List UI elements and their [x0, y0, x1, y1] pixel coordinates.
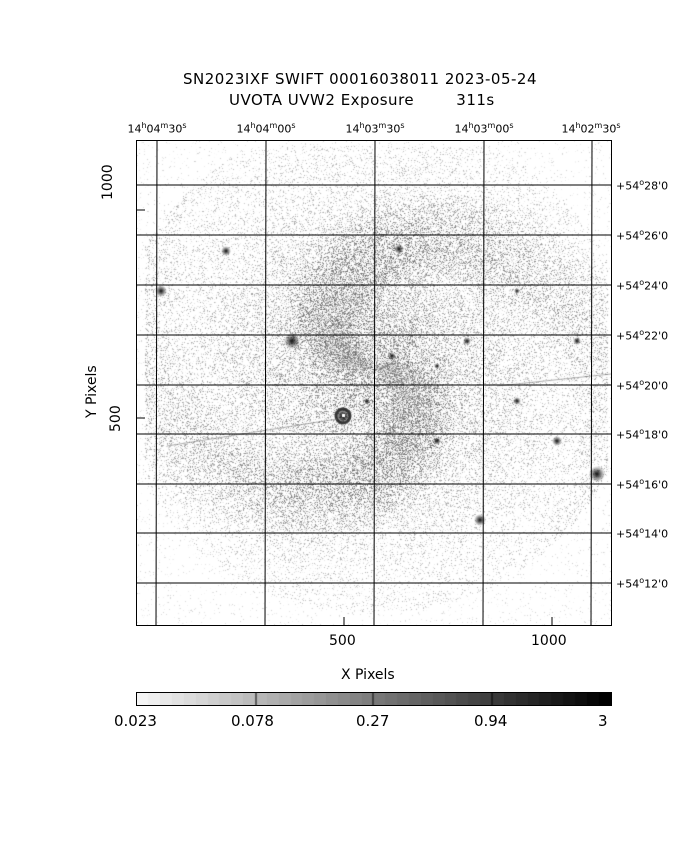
ra-label-2: 14h04m00s	[236, 121, 296, 136]
dec-label-4: +54o22'0	[616, 328, 669, 343]
x-tick-label-500: 500	[329, 633, 356, 649]
colorbar-label-1: 0.023	[114, 712, 157, 730]
dec-label-6: +54o18'0	[616, 427, 669, 442]
title-line-2: UVOTA UVW2 Exposure 311s	[229, 91, 495, 109]
ra-label-3: 14h03m30s	[345, 121, 405, 136]
dec-label-2: +54o26'0	[616, 228, 669, 243]
ra-grid-line	[155, 141, 158, 625]
colorbar-label-5: 3	[598, 712, 608, 730]
ra-grid-line	[590, 141, 593, 625]
dec-label-1: +54o28'0	[616, 178, 669, 193]
ra-label-5: 14h02m30s	[561, 121, 621, 136]
coordinate-grid	[137, 141, 611, 625]
colorbar-label-2: 0.078	[231, 712, 274, 730]
colorbar-label-3: 0.27	[356, 712, 390, 730]
y-tick-label-1000: 1000	[100, 164, 116, 200]
ra-grid-line	[264, 141, 267, 625]
ra-label-1: 14h04m30s	[127, 121, 187, 136]
x-tick-label-1000: 1000	[531, 633, 567, 649]
title-line-1: SN2023IXF SWIFT 00016038011 2023-05-24	[183, 70, 538, 88]
dec-label-7: +54o16'0	[616, 477, 669, 492]
colorbar	[136, 692, 612, 706]
ra-grid-line	[373, 141, 376, 625]
ra-grid-line	[482, 141, 485, 625]
image-plot[interactable]	[136, 140, 612, 626]
ra-label-4: 14h03m00s	[454, 121, 514, 136]
dec-label-8: +54o14'0	[616, 526, 669, 541]
x-axis-label: X Pixels	[341, 667, 395, 683]
dec-label-9: +54o12'0	[616, 576, 669, 591]
dec-label-5: +54o20'0	[616, 378, 669, 393]
dec-label-3: +54o24'0	[616, 278, 669, 293]
y-axis-label: Y Pixels	[84, 365, 100, 418]
y-tick-label-500: 500	[108, 405, 124, 432]
colorbar-label-4: 0.94	[474, 712, 508, 730]
